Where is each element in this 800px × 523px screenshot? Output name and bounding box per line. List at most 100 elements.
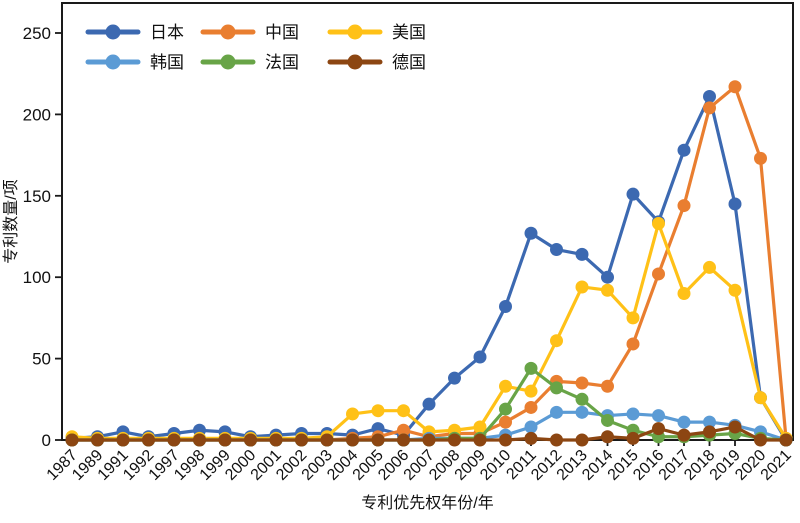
series-france-marker bbox=[550, 381, 563, 395]
series-china-marker bbox=[652, 267, 665, 281]
legend-france-marker-icon bbox=[220, 54, 236, 70]
series-usa-marker bbox=[550, 334, 563, 348]
series-germany-marker bbox=[269, 433, 283, 447]
series-germany-marker bbox=[65, 433, 79, 447]
series-germany-marker bbox=[575, 433, 589, 447]
series-germany-marker bbox=[754, 433, 767, 447]
x-axis-title: 专利优先权年份/年 bbox=[361, 494, 493, 512]
series-usa-marker bbox=[371, 404, 385, 418]
series-usa-marker bbox=[677, 286, 691, 300]
y-tick-label: 250 bbox=[23, 24, 51, 43]
series-germany-marker bbox=[371, 433, 385, 447]
series-japan-marker bbox=[448, 371, 461, 385]
legend-korea-label: 韩国 bbox=[150, 53, 184, 72]
y-tick-label: 100 bbox=[23, 268, 51, 287]
series-korea-marker bbox=[703, 415, 716, 429]
legend-germany-marker-icon bbox=[347, 54, 363, 70]
series-germany-marker bbox=[473, 433, 487, 447]
series-usa-marker bbox=[524, 384, 538, 398]
series-japan-marker bbox=[575, 247, 589, 261]
series-germany-marker bbox=[422, 433, 436, 447]
series-japan-marker bbox=[626, 187, 640, 201]
series-germany-marker bbox=[652, 422, 665, 436]
series-france-marker bbox=[499, 402, 512, 416]
series-germany-marker bbox=[728, 420, 742, 434]
series-usa-marker bbox=[473, 420, 487, 434]
series-usa-marker bbox=[703, 260, 716, 274]
series-china-marker bbox=[601, 379, 614, 393]
series-china-marker bbox=[575, 376, 589, 390]
x-tick-label: 2021 bbox=[758, 447, 795, 484]
series-japan-marker bbox=[422, 397, 436, 411]
series-usa-marker bbox=[346, 407, 359, 421]
series-korea-marker bbox=[652, 409, 665, 423]
series-korea-marker bbox=[524, 420, 538, 434]
series-germany-marker bbox=[193, 433, 206, 447]
series-usa-marker bbox=[601, 283, 614, 297]
series-germany-marker bbox=[320, 433, 334, 447]
series-germany-marker bbox=[703, 425, 716, 439]
series-japan-marker bbox=[601, 270, 614, 284]
series-japan-marker bbox=[499, 300, 512, 314]
series-germany-marker bbox=[677, 428, 691, 442]
series-germany-marker bbox=[244, 433, 257, 447]
legend-china-label: 中国 bbox=[265, 23, 299, 42]
series-korea-marker bbox=[677, 415, 691, 429]
series-china-marker bbox=[728, 80, 742, 94]
legend-japan-label: 日本 bbox=[150, 23, 184, 42]
series-usa-marker bbox=[499, 379, 512, 393]
series-usa-marker bbox=[652, 216, 665, 230]
series-usa-marker bbox=[626, 311, 640, 325]
y-axis-title: 专利数量/项 bbox=[2, 179, 20, 263]
plot-frame bbox=[61, 2, 794, 441]
series-usa-marker bbox=[754, 391, 767, 405]
series-usa-marker bbox=[575, 280, 589, 294]
series-germany-marker bbox=[601, 430, 614, 444]
series-germany-marker bbox=[91, 433, 104, 447]
legend-korea-marker-icon bbox=[105, 54, 121, 70]
series-france-marker bbox=[601, 413, 614, 427]
y-tick-label: 0 bbox=[42, 431, 51, 450]
series-japan-marker bbox=[677, 143, 691, 157]
series-france-marker bbox=[524, 361, 538, 375]
series-japan-marker bbox=[550, 243, 563, 257]
series-japan-marker bbox=[703, 89, 716, 103]
series-germany-marker bbox=[524, 431, 538, 445]
y-tick-label: 150 bbox=[23, 187, 51, 206]
series-china-marker bbox=[626, 337, 640, 351]
series-china-marker bbox=[524, 400, 538, 414]
series-germany-marker bbox=[346, 433, 359, 447]
series-china-marker bbox=[754, 151, 767, 165]
series-korea-marker bbox=[550, 405, 563, 419]
series-korea-marker bbox=[626, 407, 640, 421]
series-germany-marker bbox=[550, 433, 563, 447]
series-germany-marker bbox=[626, 431, 640, 445]
series-usa-marker bbox=[397, 404, 410, 418]
series-germany-marker bbox=[448, 433, 461, 447]
legend-france-label: 法国 bbox=[265, 53, 299, 72]
series-germany-marker bbox=[499, 433, 512, 447]
series-china-marker bbox=[677, 199, 691, 213]
series-germany-marker bbox=[295, 433, 308, 447]
series-germany-marker bbox=[397, 433, 410, 447]
series-china-marker bbox=[499, 415, 512, 429]
legend-usa-label: 美国 bbox=[392, 23, 426, 42]
series-korea-marker bbox=[575, 405, 589, 419]
series-germany-marker bbox=[218, 433, 232, 447]
series-germany-marker bbox=[167, 433, 181, 447]
legend-usa-marker-icon bbox=[347, 24, 363, 40]
y-tick-label: 50 bbox=[32, 350, 51, 369]
series-usa-marker bbox=[728, 283, 742, 297]
series-japan-marker bbox=[473, 350, 487, 364]
series-germany-marker bbox=[116, 433, 130, 447]
legend-japan-marker-icon bbox=[105, 24, 121, 40]
series-germany-marker bbox=[779, 433, 793, 447]
series-germany-marker bbox=[142, 433, 155, 447]
y-tick-label: 200 bbox=[23, 105, 51, 124]
legend-germany-label: 德国 bbox=[392, 53, 426, 72]
series-china-marker bbox=[397, 423, 410, 437]
series-france-marker bbox=[575, 392, 589, 406]
series-japan-marker bbox=[728, 197, 742, 211]
